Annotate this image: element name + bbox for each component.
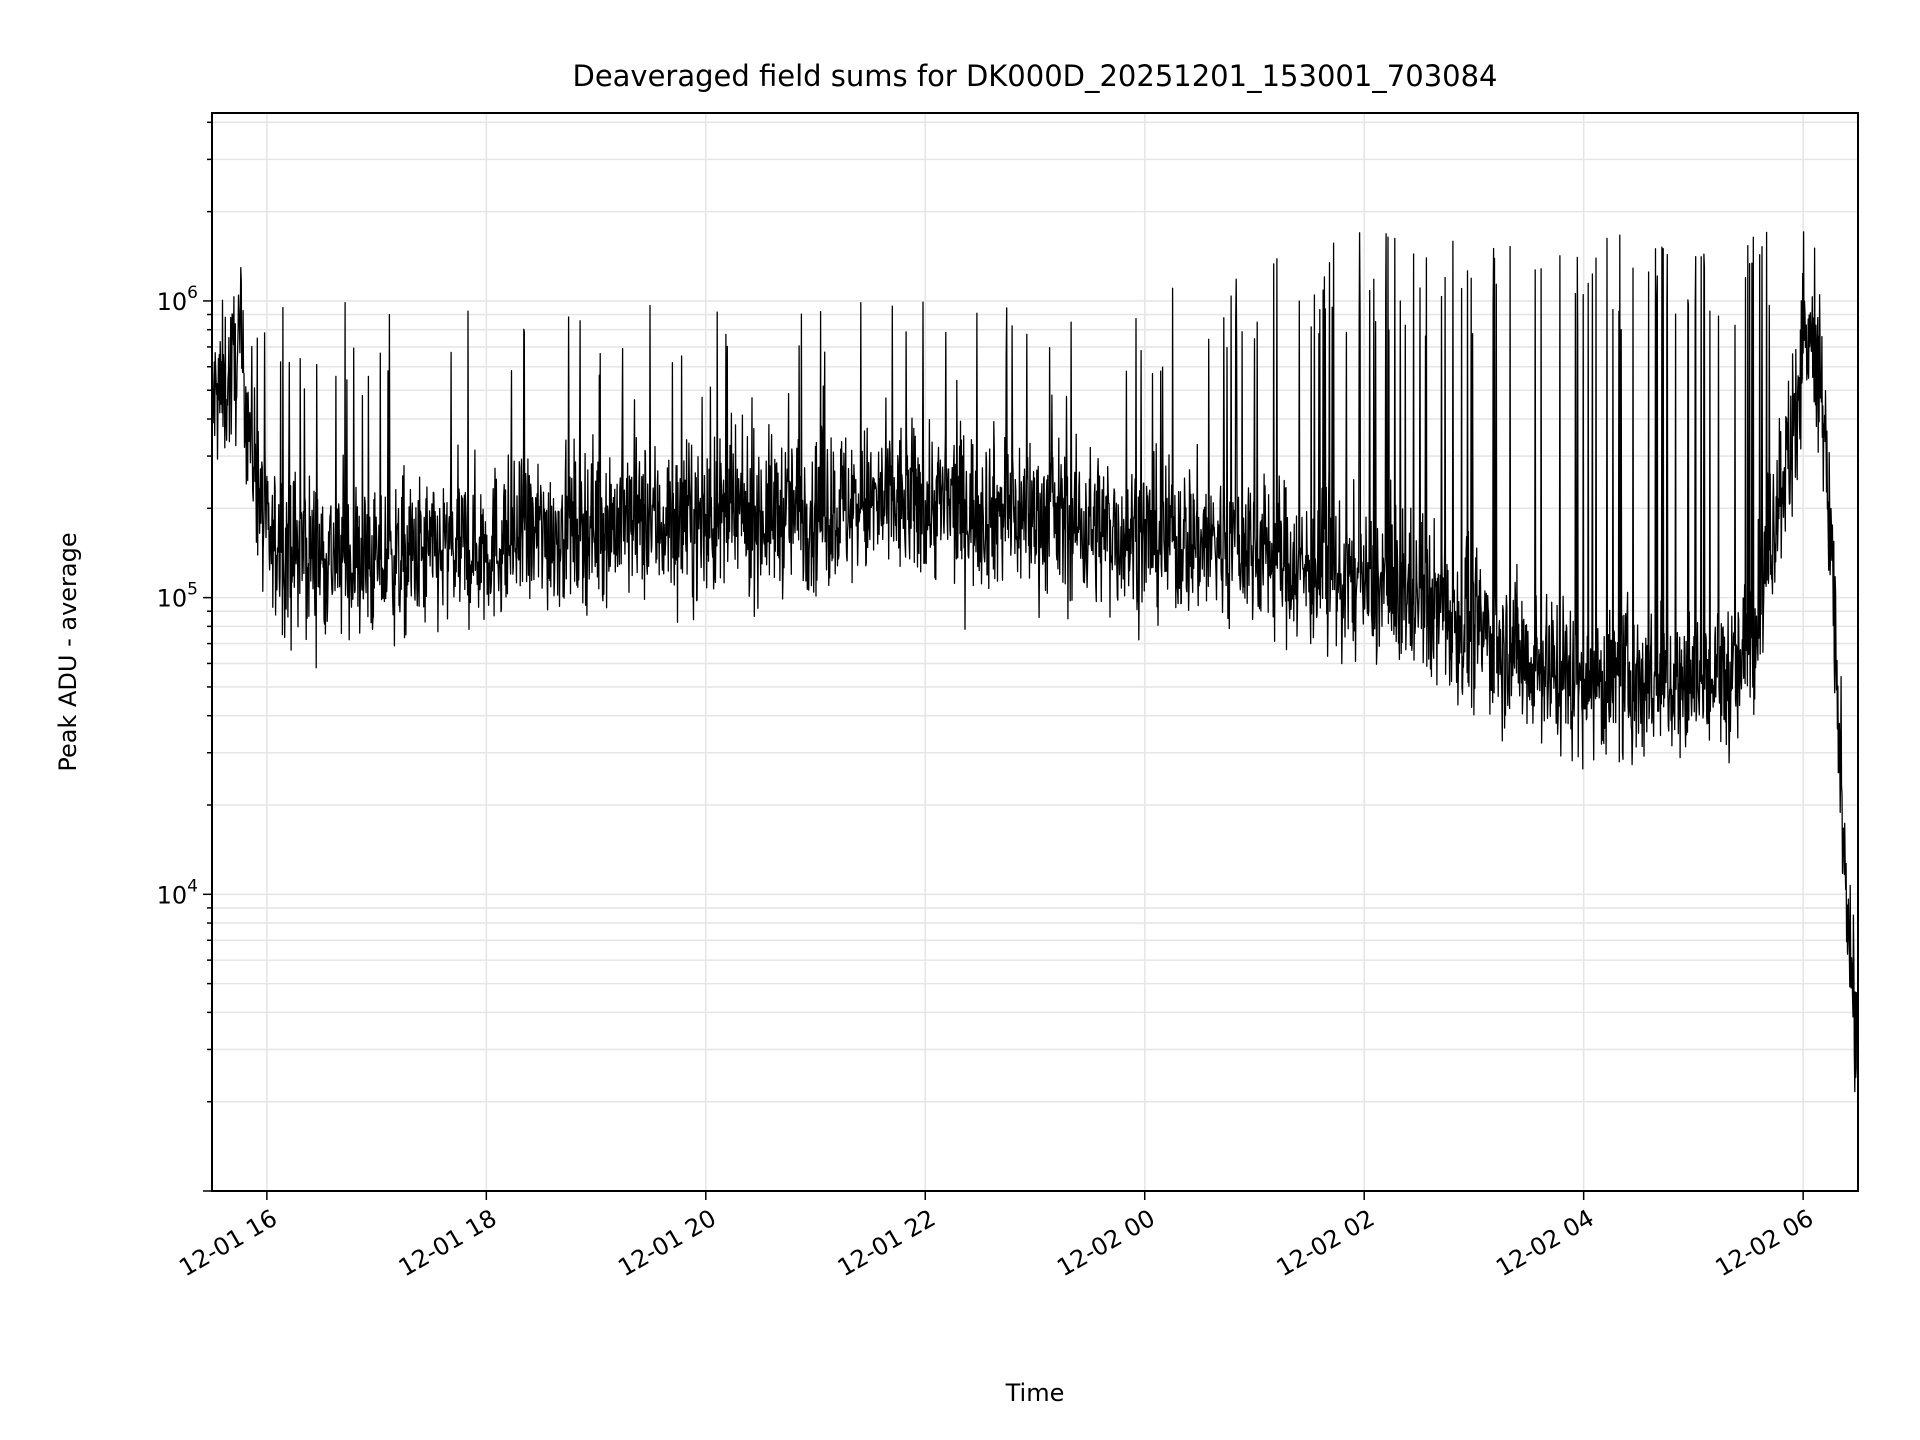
x-tick-label: 12-02 04 (1491, 1204, 1598, 1282)
x-axis: 12-01 16 12-01 18 12-01 20 12-01 22 12-02 00… (174, 1191, 1818, 1282)
x-tick-label: 12-01 16 (174, 1204, 281, 1282)
x-tick-label: 12-02 06 (1711, 1204, 1818, 1282)
x-tick-label: 12-02 00 (1052, 1204, 1159, 1282)
x-tick-label: 12-01 18 (394, 1204, 501, 1282)
y-axis-label: Peak ADU - average (54, 532, 82, 771)
y-tick-label: 105 (157, 580, 198, 613)
y-tick-label: 106 (157, 283, 198, 316)
series-line (211, 231, 1859, 1093)
y-axis: 104 105 106 (157, 121, 212, 1192)
x-tick-label: 12-01 20 (613, 1204, 720, 1282)
plot-frame (211, 112, 1859, 1192)
x-axis-label: Time (1005, 1379, 1065, 1407)
x-tick-label: 12-02 02 (1272, 1204, 1379, 1282)
chart-title: Deaveraged field sums for DK000D_2025120… (572, 59, 1497, 93)
y-tick-label: 104 (157, 876, 198, 909)
x-tick-label: 12-01 22 (833, 1204, 940, 1282)
